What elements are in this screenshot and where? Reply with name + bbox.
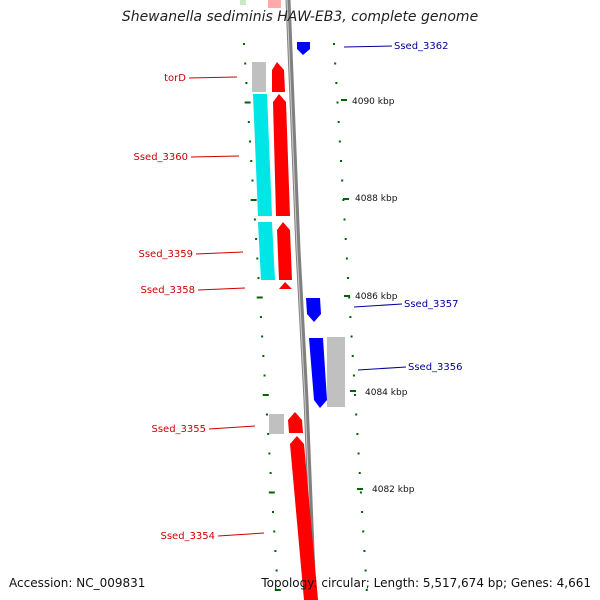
cyan-feature-3359 bbox=[258, 222, 275, 280]
gene-ssed3356-arrow bbox=[309, 338, 327, 408]
gene-tord-arrow bbox=[272, 62, 285, 92]
gene-ssed3354-arrow bbox=[290, 436, 318, 600]
scale-labels: 4090 kbp 4088 kbp 4086 kbp 4084 kbp 4082… bbox=[341, 97, 415, 495]
gene-label-ssed3354[interactable]: Ssed_3354 bbox=[160, 531, 215, 542]
feature-track bbox=[240, 0, 345, 600]
gene-label-ssed3358[interactable]: Ssed_3358 bbox=[140, 285, 195, 296]
reverse-gene-labels: Ssed_3362 Ssed_3357 Ssed_3356 bbox=[343, 41, 463, 373]
scale-label-4086: 4086 kbp bbox=[355, 292, 398, 302]
scale-label-4082: 4082 kbp bbox=[372, 485, 415, 495]
scale-label-4088: 4088 kbp bbox=[355, 194, 398, 204]
genome-backbone bbox=[285, 0, 317, 600]
scale-label-4090: 4090 kbp bbox=[352, 97, 395, 107]
feature-grey-tord bbox=[252, 62, 266, 92]
feature-grey-3355 bbox=[269, 414, 284, 434]
feature-grey-3356 bbox=[327, 337, 345, 407]
gene-block-top-stub bbox=[268, 0, 281, 8]
feature-block-top-grey bbox=[240, 0, 246, 5]
forward-gene-labels: torD Ssed_3360 Ssed_3359 Ssed_3358 Ssed_… bbox=[133, 73, 265, 542]
gene-ssed3357-arrow bbox=[306, 298, 321, 322]
scale-label-4084: 4084 kbp bbox=[365, 388, 408, 398]
gene-label-ssed3360[interactable]: Ssed_3360 bbox=[133, 152, 188, 163]
cyan-feature-3360 bbox=[253, 94, 272, 216]
genome-summary-text: Topology: circular; Length: 5,517,674 bp… bbox=[261, 576, 591, 590]
gene-label-ssed3362[interactable]: Ssed_3362 bbox=[394, 41, 449, 52]
genome-backbone-highlight bbox=[286, 0, 314, 600]
gene-label-ssed3359[interactable]: Ssed_3359 bbox=[138, 249, 193, 260]
gene-label-ssed3355[interactable]: Ssed_3355 bbox=[151, 424, 206, 435]
gene-ssed3355-arrow bbox=[288, 412, 303, 433]
genome-title: Shewanella sediminis HAW-EB3, complete g… bbox=[121, 9, 479, 25]
gene-ssed3360-arrow bbox=[273, 94, 290, 216]
gene-label-tord[interactable]: torD bbox=[164, 73, 186, 84]
gene-ssed3362-arrow bbox=[297, 42, 310, 55]
gene-ssed3359-arrow bbox=[277, 222, 292, 280]
accession-text: Accession: NC_009831 bbox=[9, 576, 146, 590]
gene-label-ssed3357[interactable]: Ssed_3357 bbox=[404, 299, 459, 310]
gene-ssed3358-arrow bbox=[279, 282, 292, 289]
gene-label-ssed3356[interactable]: Ssed_3356 bbox=[408, 362, 463, 373]
